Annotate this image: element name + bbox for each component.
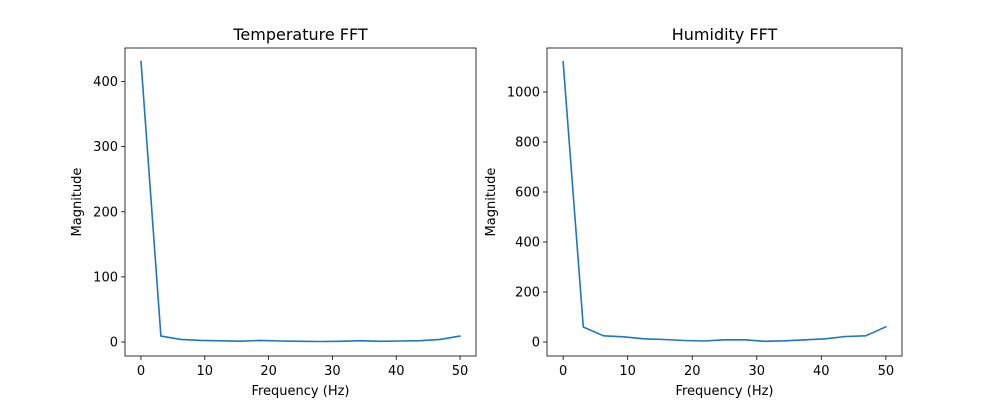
- x-tick-label: 0: [559, 364, 567, 379]
- humidity-fft-panel: Humidity FFT Frequency (Hz) Magnitude 0 1…: [484, 25, 903, 399]
- y-tick-label: 200: [515, 286, 540, 301]
- x-tick-label: 40: [813, 364, 830, 379]
- y-tick-label: 100: [93, 270, 118, 285]
- y-tick-label: 0: [110, 336, 118, 351]
- y-axis-label: Magnitude: [70, 168, 85, 237]
- temperature-fft-panel: Temperature FFT Frequency (Hz) Magnitude…: [70, 25, 477, 399]
- plot-frame: [546, 47, 903, 357]
- y-tick-label: 400: [515, 236, 540, 251]
- x-tick-label: 10: [196, 364, 213, 379]
- x-tick-label: 20: [684, 364, 701, 379]
- x-tick-label: 10: [619, 364, 636, 379]
- x-tick-label: 30: [748, 364, 765, 379]
- series-line: [562, 60, 887, 343]
- x-tick-label: 20: [260, 364, 277, 379]
- y-tick-label: 300: [93, 140, 118, 155]
- y-tick-label: 800: [515, 136, 540, 151]
- x-tick-label: 40: [388, 364, 405, 379]
- y-tick-label: 1000: [507, 86, 540, 101]
- y-tick-label: 400: [93, 75, 118, 90]
- chart-title: Humidity FFT: [672, 25, 778, 44]
- x-axis-label: Frequency (Hz): [251, 384, 349, 399]
- x-tick-label: 0: [137, 364, 145, 379]
- series-line: [140, 60, 461, 343]
- y-tick-label: 0: [532, 336, 540, 351]
- x-tick-label: 50: [452, 364, 469, 379]
- chart-title: Temperature FFT: [232, 25, 368, 44]
- x-tick-label: 50: [878, 364, 895, 379]
- plot-frame: [124, 47, 477, 357]
- y-axis-label: Magnitude: [484, 168, 499, 237]
- y-tick-label: 600: [515, 186, 540, 201]
- x-axis-label: Frequency (Hz): [675, 384, 773, 399]
- y-tick-label: 200: [93, 205, 118, 220]
- x-tick-label: 30: [324, 364, 341, 379]
